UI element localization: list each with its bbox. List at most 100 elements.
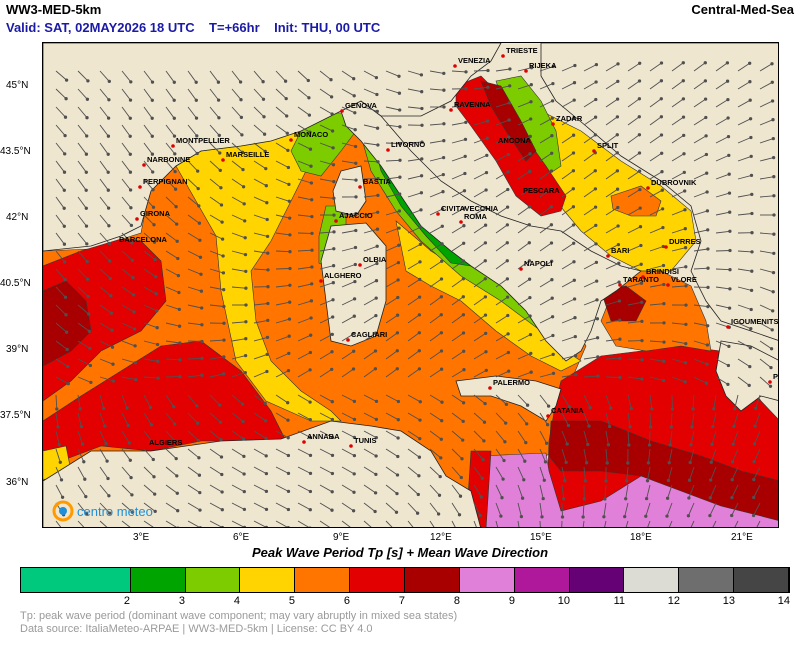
direction-arrow bbox=[341, 448, 355, 456]
direction-arrow bbox=[473, 86, 488, 90]
direction-arrow-head bbox=[703, 61, 707, 65]
direction-arrow-head bbox=[330, 129, 335, 133]
direction-arrow-head bbox=[437, 493, 442, 497]
direction-arrow bbox=[121, 340, 136, 347]
direction-arrow bbox=[319, 316, 333, 324]
direction-arrow-head bbox=[623, 514, 627, 519]
city-marker bbox=[436, 212, 440, 216]
direction-arrow-head bbox=[529, 370, 533, 374]
direction-arrow-head bbox=[615, 187, 620, 191]
direction-arrow bbox=[605, 300, 620, 306]
direction-arrow bbox=[605, 412, 611, 427]
direction-arrow bbox=[711, 430, 717, 445]
direction-arrow bbox=[385, 193, 400, 198]
direction-arrow-head bbox=[463, 154, 467, 159]
direction-arrow bbox=[297, 196, 312, 201]
direction-arrow-head bbox=[352, 349, 356, 353]
direction-arrow-head bbox=[111, 379, 116, 383]
direction-arrow bbox=[649, 284, 664, 288]
direction-arrow bbox=[539, 279, 553, 288]
direction-arrow-head bbox=[750, 192, 754, 197]
direction-arrow bbox=[99, 196, 109, 209]
colorbar-tick-label: 6 bbox=[343, 595, 350, 607]
direction-arrow bbox=[121, 412, 129, 426]
direction-arrow-head bbox=[483, 313, 488, 317]
direction-arrow bbox=[143, 412, 152, 426]
direction-arrow bbox=[626, 466, 629, 481]
direction-arrow-head bbox=[244, 269, 248, 274]
direction-arrow-head bbox=[461, 438, 465, 442]
direction-arrow bbox=[451, 225, 465, 234]
direction-arrow bbox=[77, 286, 89, 297]
centro-meteo-logo: centro meteo bbox=[52, 500, 153, 522]
direction-arrow-head bbox=[173, 422, 177, 426]
direction-arrow bbox=[143, 358, 158, 362]
direction-arrow-head bbox=[727, 306, 732, 310]
forecast-info: Valid: SAT, 02MAY2026 18 UTC T=+66hr Ini… bbox=[6, 20, 380, 35]
direction-arrow bbox=[429, 208, 443, 216]
direction-arrow-head bbox=[373, 509, 377, 514]
direction-arrow-head bbox=[128, 98, 133, 102]
direction-arrow bbox=[99, 214, 110, 227]
direction-arrow-head bbox=[462, 349, 466, 353]
direction-arrow bbox=[363, 228, 378, 234]
direction-arrow bbox=[647, 466, 651, 481]
land-italy bbox=[340, 100, 642, 362]
direction-arrow-head bbox=[156, 359, 160, 363]
direction-arrow bbox=[451, 70, 467, 73]
direction-arrow bbox=[624, 502, 629, 517]
direction-arrow bbox=[319, 142, 334, 149]
direction-arrow bbox=[731, 502, 739, 516]
direction-arrow-head bbox=[398, 108, 402, 112]
direction-arrow-head bbox=[308, 489, 313, 494]
direction-arrow-head bbox=[218, 168, 222, 173]
direction-arrow bbox=[737, 250, 753, 253]
direction-arrow-head bbox=[563, 479, 567, 483]
direction-arrow bbox=[671, 376, 686, 383]
direction-arrow bbox=[319, 430, 333, 438]
direction-arrow bbox=[715, 286, 730, 290]
direction-arrow bbox=[187, 160, 199, 172]
direction-arrow bbox=[187, 178, 199, 189]
direction-arrow-head bbox=[748, 364, 752, 369]
direction-arrow bbox=[627, 207, 641, 216]
direction-arrow-head bbox=[639, 243, 643, 248]
direction-arrow-head bbox=[332, 230, 336, 234]
direction-arrow-head bbox=[550, 296, 554, 300]
city-label: BARI bbox=[611, 246, 629, 255]
direction-arrow-head bbox=[484, 331, 488, 336]
direction-arrow bbox=[627, 116, 640, 126]
wave-period-map[interactable]: TRIESTE VENEZIA RIJEKA RAVENNA ZADAR GENOVA AN… bbox=[42, 42, 779, 528]
direction-arrow bbox=[429, 123, 444, 126]
direction-arrow bbox=[451, 190, 465, 198]
direction-arrow-head bbox=[727, 344, 731, 349]
direction-arrow-head bbox=[665, 496, 670, 500]
direction-arrow bbox=[473, 120, 488, 126]
colorbar-tick-label: 7 bbox=[398, 595, 405, 607]
direction-arrow bbox=[561, 242, 574, 252]
direction-arrow bbox=[561, 394, 570, 408]
direction-arrow-head bbox=[332, 196, 336, 200]
direction-arrow bbox=[165, 484, 178, 494]
colorbar-tick-label: 3 bbox=[178, 595, 185, 607]
direction-arrow bbox=[713, 394, 717, 409]
forecast-step: T=+66hr bbox=[209, 20, 260, 35]
direction-arrow bbox=[517, 84, 532, 90]
direction-arrow-head bbox=[506, 350, 511, 355]
direction-arrow bbox=[649, 116, 662, 126]
direction-arrow bbox=[451, 138, 466, 144]
direction-arrow-head bbox=[506, 170, 510, 174]
direction-arrow-head bbox=[330, 350, 334, 354]
direction-arrow bbox=[429, 412, 442, 422]
direction-arrow-head bbox=[87, 329, 91, 333]
city-marker bbox=[493, 144, 497, 148]
direction-arrow-head bbox=[63, 260, 67, 264]
direction-arrow bbox=[732, 448, 739, 463]
direction-arrow bbox=[143, 124, 153, 137]
direction-arrow bbox=[605, 430, 609, 445]
direction-arrow-head bbox=[307, 113, 312, 117]
city-marker bbox=[551, 122, 555, 126]
direction-arrow-head bbox=[397, 209, 402, 213]
direction-arrow bbox=[605, 170, 618, 180]
direction-arrow bbox=[297, 266, 312, 270]
